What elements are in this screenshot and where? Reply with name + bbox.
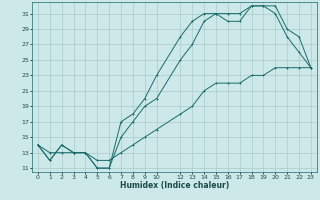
X-axis label: Humidex (Indice chaleur): Humidex (Indice chaleur) — [120, 181, 229, 190]
